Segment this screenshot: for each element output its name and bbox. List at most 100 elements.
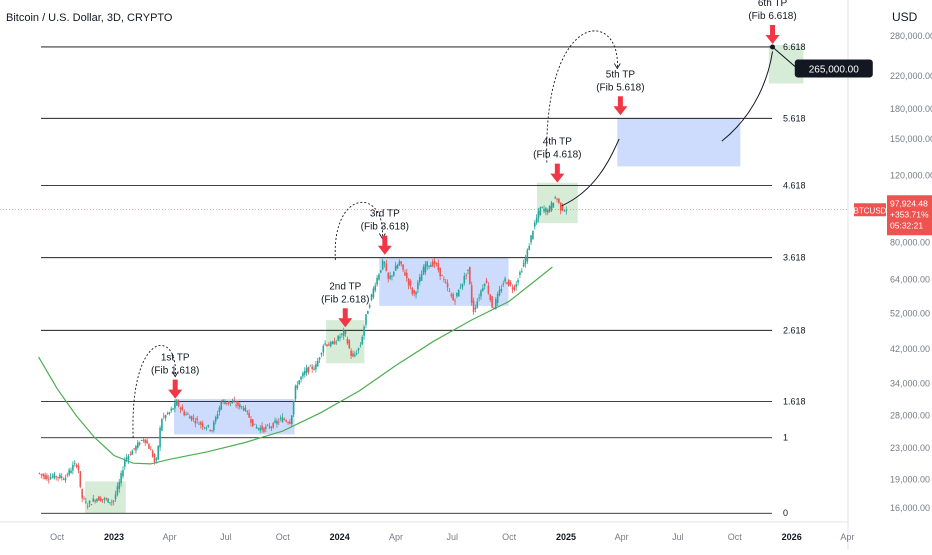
candle-body bbox=[60, 476, 63, 478]
candle-body bbox=[341, 333, 343, 335]
candle-body bbox=[311, 366, 313, 369]
time-tick-label: Oct bbox=[728, 532, 743, 542]
candle-body bbox=[478, 297, 480, 299]
price-axis[interactable]: 16,000.00 19,000.00 23,000.00 28,000.00 34,0… bbox=[890, 31, 932, 513]
target-price-text: 265,000.00 bbox=[809, 64, 859, 75]
candle-body bbox=[237, 402, 239, 406]
candle-body bbox=[374, 285, 377, 291]
price-tick-label: 34,000.00 bbox=[890, 379, 930, 389]
candle-body bbox=[38, 472, 41, 474]
candle-body bbox=[187, 413, 189, 415]
candle-body bbox=[49, 477, 52, 480]
tp-arrow-head bbox=[613, 106, 628, 116]
candle-body bbox=[218, 407, 221, 412]
candle-body bbox=[114, 494, 117, 500]
symbol-tag[interactable]: BTCUSD bbox=[854, 203, 887, 217]
candle-body bbox=[252, 419, 254, 427]
fib-level-label: 1.618 bbox=[783, 397, 806, 407]
target-connector bbox=[772, 46, 798, 69]
candle-body bbox=[435, 263, 438, 265]
projection-curve-1 bbox=[561, 138, 620, 207]
candle-body bbox=[418, 277, 421, 283]
candle-body bbox=[57, 477, 59, 478]
price-tick-label: 220,000.00 bbox=[890, 71, 932, 81]
candle-body bbox=[528, 245, 531, 251]
candle-body bbox=[552, 202, 555, 208]
candle-body bbox=[450, 294, 453, 296]
currency-label[interactable]: USD bbox=[892, 10, 918, 24]
price-tick-label: 16,000.00 bbox=[890, 503, 930, 513]
last-price-tag[interactable]: 97,924.48+353.71%05:32:21 bbox=[887, 195, 932, 236]
candle-body bbox=[348, 340, 351, 349]
candle-body bbox=[166, 412, 169, 414]
candle-body bbox=[96, 498, 98, 502]
candle-body bbox=[40, 474, 43, 475]
projection-curve-2 bbox=[721, 51, 774, 142]
candle-body bbox=[90, 504, 93, 506]
candle-body bbox=[454, 300, 456, 302]
candle-body bbox=[407, 278, 410, 286]
candle-body bbox=[47, 478, 50, 480]
fib-level-label: 6.618 bbox=[783, 42, 806, 52]
time-axis[interactable]: Oct 2023 Apr Jul Oct 2024 Apr Jul Oct 2025 Apr Jul O… bbox=[50, 532, 854, 542]
candle-body bbox=[537, 210, 540, 219]
candle-body bbox=[124, 459, 126, 467]
candle-body bbox=[394, 265, 397, 271]
candle-body bbox=[533, 222, 536, 227]
candle-body bbox=[402, 264, 404, 270]
candle-body bbox=[472, 300, 475, 312]
tp-title: 1st TP bbox=[161, 353, 190, 364]
candle-body bbox=[259, 427, 262, 431]
candle-body bbox=[70, 470, 72, 474]
tp-subtitle: (Fib 4.618) bbox=[533, 150, 581, 161]
candle-body bbox=[216, 414, 219, 419]
candle-body bbox=[62, 479, 65, 481]
candle-body bbox=[168, 412, 171, 414]
candle-body bbox=[281, 417, 284, 423]
last-price-bg bbox=[887, 195, 932, 236]
candle-body bbox=[146, 440, 148, 444]
candle-body bbox=[209, 429, 211, 431]
candle-body bbox=[487, 285, 490, 294]
candle-body bbox=[279, 418, 282, 419]
candle-body bbox=[513, 286, 516, 290]
price-tick-label: 150,000.00 bbox=[890, 134, 932, 144]
tp-subtitle: (Fib 3.618) bbox=[361, 222, 409, 233]
hop-arc-1-head bbox=[171, 371, 179, 378]
candle-body bbox=[322, 345, 325, 353]
candle-body bbox=[257, 427, 260, 429]
candle-body bbox=[561, 205, 564, 211]
candle-body bbox=[539, 207, 542, 216]
candle-body bbox=[535, 218, 538, 223]
candle-body bbox=[511, 287, 514, 290]
candle-body bbox=[367, 311, 369, 315]
candle-body bbox=[493, 307, 495, 309]
candle-body bbox=[532, 230, 534, 239]
candle-body bbox=[482, 288, 484, 291]
candle-body bbox=[253, 423, 256, 425]
candle-body bbox=[508, 279, 510, 286]
time-tick-label: Jul bbox=[672, 532, 684, 542]
target-point bbox=[770, 44, 776, 50]
fib-level-label: 3.618 bbox=[783, 253, 806, 263]
candle-body bbox=[300, 376, 302, 380]
candle-body bbox=[520, 271, 523, 272]
candle-body bbox=[452, 294, 454, 301]
tp-annotation: 6th TP (Fib 6.618) bbox=[748, 0, 797, 44]
candle-body bbox=[489, 294, 492, 301]
time-tick-label: Oct bbox=[50, 532, 65, 542]
time-tick-label: Oct bbox=[276, 532, 291, 542]
chart-title: Bitcoin / U.S. Dollar, 3D, CRYPTO bbox=[6, 12, 173, 24]
candle-body bbox=[107, 498, 109, 503]
candle-body bbox=[98, 496, 100, 501]
candle-body bbox=[175, 400, 178, 406]
candle-body bbox=[118, 482, 121, 489]
tp-subtitle: (Fib 2.618) bbox=[321, 294, 369, 305]
time-tick-label: Jul bbox=[220, 532, 232, 542]
candle-body bbox=[88, 500, 91, 504]
candle-body bbox=[368, 305, 371, 308]
candle-body bbox=[194, 421, 197, 424]
tp4-zone bbox=[536, 182, 578, 224]
